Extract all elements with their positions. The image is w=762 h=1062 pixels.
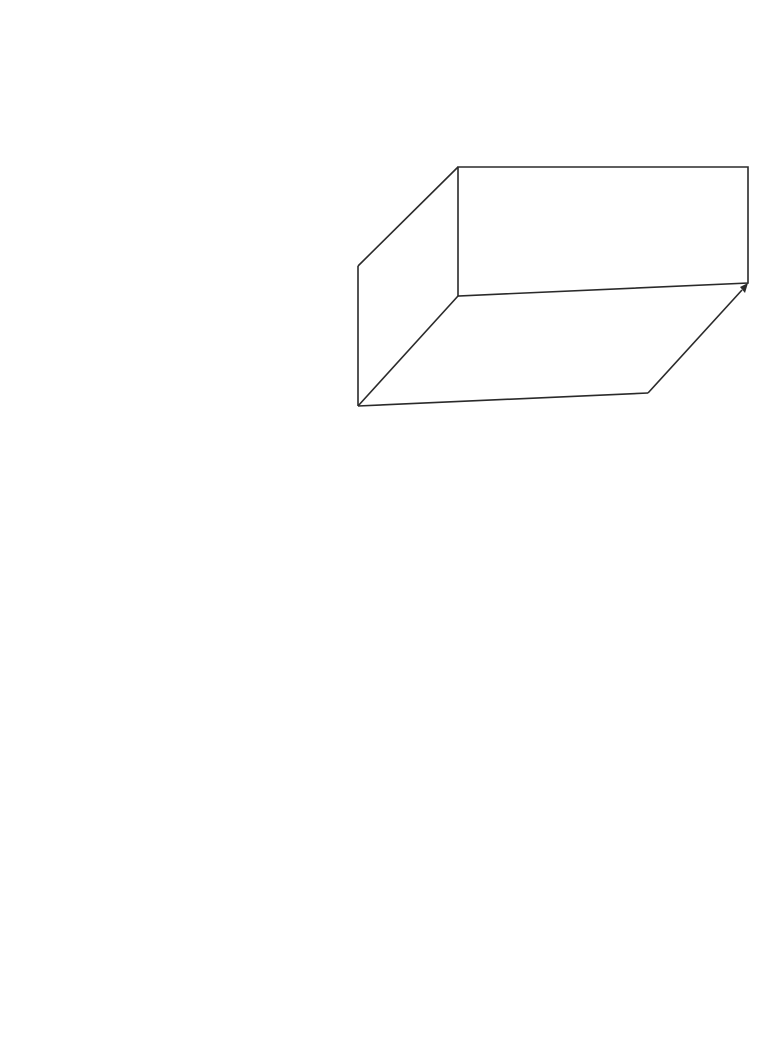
compound1-structure — [25, 20, 465, 142]
structure-models-column — [551, 460, 747, 1000]
diffraction-panels-plot — [35, 460, 542, 1000]
waterfall-q-axis — [357, 392, 649, 407]
waterfall-back-wall — [457, 166, 749, 297]
x-axis-tick-labels — [0, 1002, 762, 1032]
waterfall-energy-axis — [647, 289, 743, 394]
compound2-structure — [40, 200, 340, 392]
energy-scan-waterfall-plot — [357, 166, 749, 407]
peak200-label-bg — [664, 248, 716, 268]
energy-axis-arrowhead-icon — [740, 283, 748, 293]
peak110-label-bg — [438, 322, 496, 343]
waterfall-left-top-edge — [357, 166, 459, 267]
waterfall-left-bottom-edge — [357, 295, 459, 407]
